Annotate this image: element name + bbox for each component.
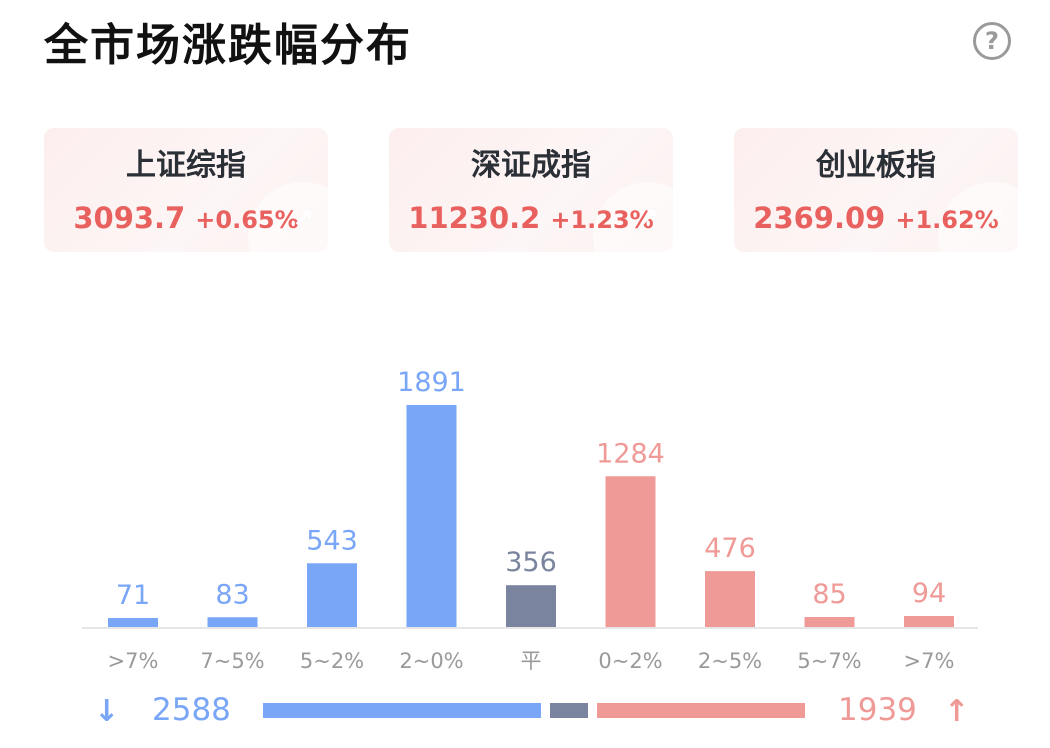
down-total: 2588 <box>152 692 231 728</box>
flat-summary-bar <box>549 703 588 718</box>
data-label-1: 83 <box>215 579 249 610</box>
index-change: +1.23% <box>550 206 654 234</box>
bar-4[interactable] <box>506 585 556 627</box>
category-label-0: >7% <box>108 649 159 673</box>
arrow-down-icon: ↓ <box>94 694 120 729</box>
index-name: 上证综指 <box>126 148 246 183</box>
bar-7[interactable] <box>804 617 855 627</box>
trend-up-icon: ↗ <box>982 204 1004 234</box>
index-change: +0.65% <box>195 206 299 234</box>
index-value: 2369.09 <box>753 201 886 235</box>
arrow-up-icon: ↑ <box>944 694 970 729</box>
trend-up-icon: ↗ <box>637 204 659 234</box>
data-label-8: 94 <box>912 578 946 609</box>
bar-1[interactable] <box>207 617 258 627</box>
category-label-8: >7% <box>904 649 955 673</box>
down-summary-bar <box>263 703 541 718</box>
question-circle-icon[interactable]: ? <box>973 22 1011 60</box>
index-value: 11230.2 <box>408 201 541 235</box>
category-label-7: 5~7% <box>797 649 861 673</box>
up-summary-bar <box>596 703 805 718</box>
index-change: +1.62% <box>895 206 999 234</box>
data-label-2: 543 <box>306 525 358 556</box>
index-value: 3093.7 <box>73 201 186 235</box>
page-title: 全市场涨跌幅分布 <box>44 20 412 71</box>
category-label-2: 5~2% <box>300 649 364 673</box>
category-label-3: 2~0% <box>399 649 463 673</box>
data-label-7: 85 <box>812 579 846 610</box>
index-card-sh[interactable]: 上证综指 3093.7 +0.65% ↗ <box>44 128 328 252</box>
index-name: 创业板指 <box>816 148 936 183</box>
index-card-sz[interactable]: 深证成指 11230.2 +1.23% ↗ <box>389 128 673 252</box>
index-name: 深证成指 <box>471 148 591 183</box>
bar-6[interactable] <box>705 571 755 627</box>
up-total: 1939 <box>838 692 917 728</box>
data-label-4: 356 <box>505 547 557 578</box>
bar-8[interactable] <box>904 615 954 627</box>
bar-3[interactable] <box>406 405 457 627</box>
data-label-5: 1284 <box>596 438 665 469</box>
data-label-6: 476 <box>704 533 756 564</box>
bar-0[interactable] <box>108 618 158 627</box>
category-label-4: 平 <box>521 649 542 673</box>
data-label-3: 1891 <box>397 367 466 398</box>
category-label-6: 2~5% <box>698 649 762 673</box>
category-label-1: 7~5% <box>200 649 264 673</box>
data-label-0: 71 <box>116 580 150 611</box>
distribution-chart: 71 >7% 83 7~5% 543 5~2% 1891 2~0% 356 平 1284 0~2% 47… <box>82 367 978 673</box>
bar-2[interactable] <box>307 563 357 627</box>
category-label-5: 0~2% <box>598 649 662 673</box>
index-card-cyb[interactable]: 创业板指 2369.09 +1.62% ↗ <box>734 128 1018 252</box>
trend-up-icon: ↗ <box>292 204 314 234</box>
bar-5[interactable] <box>605 476 656 627</box>
